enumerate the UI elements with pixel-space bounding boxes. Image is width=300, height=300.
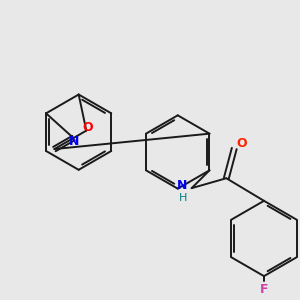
Text: H: H [179, 193, 188, 203]
Text: N: N [177, 179, 188, 192]
Text: O: O [82, 121, 93, 134]
Text: N: N [69, 134, 80, 148]
Text: F: F [260, 284, 268, 296]
Text: O: O [237, 137, 247, 150]
